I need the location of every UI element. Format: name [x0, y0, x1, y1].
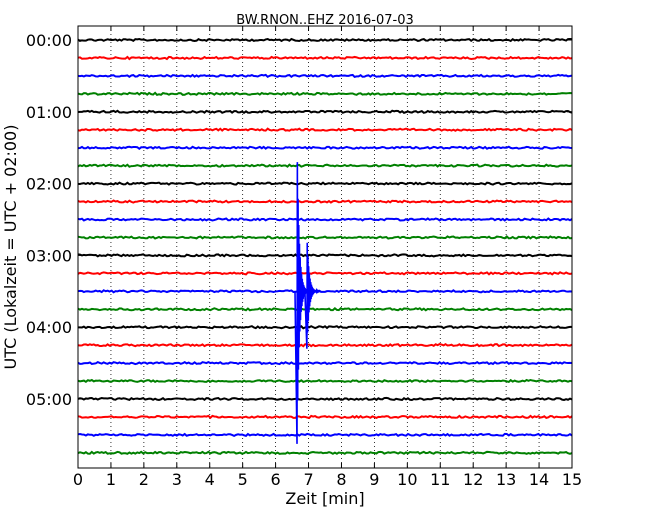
trace-0400: [77, 324, 573, 330]
trace-0545: [77, 450, 573, 455]
x-tick-label-5: 5: [238, 470, 248, 489]
trace-0230: [77, 217, 573, 222]
y-tick-label-0: 00:00: [26, 31, 72, 50]
x-tick-label-3: 3: [172, 470, 182, 489]
trace-0130: [77, 145, 573, 150]
y-tick-label-5: 05:00: [26, 390, 72, 409]
chart-title: BW.RNON..EHZ 2016-07-03: [236, 13, 414, 28]
y-tick-label-3: 03:00: [26, 246, 72, 265]
y-axis-ticks: 00:00 01:00 02:00 03:00 04:00 05:00: [26, 31, 572, 409]
trace-0200: [77, 181, 573, 186]
y-tick-label-4: 04:00: [26, 318, 72, 337]
x-tick-label-14: 14: [529, 470, 549, 489]
trace-0300: [77, 253, 573, 258]
trace-0245: [77, 235, 573, 240]
plot-frame: [77, 25, 573, 469]
trace-0330: [77, 289, 573, 294]
y-axis-label: UTC (Lokalzeit = UTC + 02:00): [1, 125, 20, 370]
trace-0015: [77, 55, 573, 61]
trace-0445: [77, 378, 573, 384]
trace-0045: [77, 91, 573, 96]
x-tick-label-6: 6: [271, 470, 281, 489]
trace-0500: [77, 396, 573, 402]
trace-0515: [77, 414, 573, 420]
grid-lines: [110, 26, 540, 468]
trace-0030: [77, 73, 573, 79]
y-tick-label-1: 01:00: [26, 103, 72, 122]
event-group: [294, 162, 322, 444]
trace-0345: [77, 306, 573, 312]
x-axis-ticks: 0 1 2 3 4 5 6 7 8 9 10 11 12 13 14 15: [73, 26, 582, 489]
trace-0100: [77, 109, 573, 114]
y-tick-label-2: 02:00: [26, 175, 72, 194]
x-tick-label-8: 8: [336, 470, 346, 489]
trace-0215: [77, 199, 573, 204]
trace-0000: [77, 37, 573, 43]
x-axis-label: Zeit [min]: [285, 489, 364, 508]
x-tick-label-2: 2: [139, 470, 149, 489]
trace-0530: [77, 432, 573, 438]
event-spike-2: [304, 242, 322, 349]
trace-0415: [77, 343, 573, 348]
x-tick-label-12: 12: [463, 470, 483, 489]
x-tick-label-1: 1: [106, 470, 116, 489]
x-tick-label-4: 4: [205, 470, 215, 489]
trace-0315: [77, 271, 573, 276]
trace-group: [77, 37, 573, 455]
x-tick-label-13: 13: [496, 470, 516, 489]
trace-0115: [77, 127, 573, 132]
x-tick-label-7: 7: [303, 470, 313, 489]
trace-0145: [77, 163, 573, 168]
x-tick-label-0: 0: [73, 470, 83, 489]
x-tick-label-10: 10: [397, 470, 417, 489]
x-tick-label-15: 15: [562, 470, 582, 489]
x-tick-label-11: 11: [430, 470, 450, 489]
x-tick-label-9: 9: [369, 470, 379, 489]
trace-0430: [77, 360, 573, 366]
